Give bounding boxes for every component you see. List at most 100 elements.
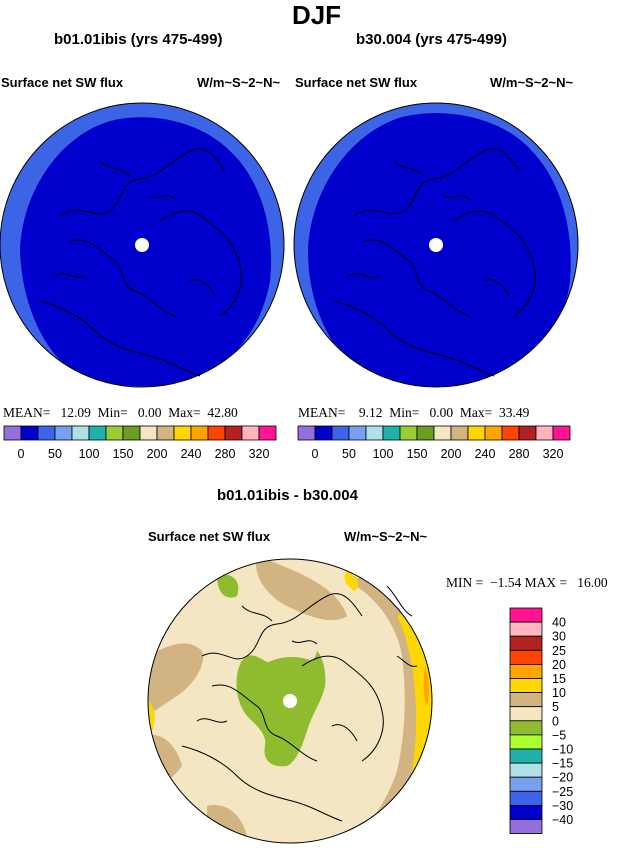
left-colorbar: 0 50 100 150 200 240 280 320 (3, 425, 277, 461)
colorbar-swatch (509, 720, 543, 736)
colorbar-swatch (365, 425, 384, 441)
colorbar-swatch (258, 425, 277, 441)
colorbar-swatch (105, 425, 124, 441)
colorbar-swatch (416, 425, 435, 441)
diff-variable-label: Surface net SW flux (148, 529, 271, 544)
colorbar-tick-label: 0 (312, 447, 319, 461)
colorbar-tick-label: 20 (552, 658, 566, 672)
right-units-label: W/m~S~2~N~ (490, 75, 574, 90)
colorbar-tick-label: −5 (552, 728, 566, 742)
max-label: Max= (168, 405, 201, 420)
min-value: 0.00 (137, 405, 162, 420)
colorbar-swatch (509, 635, 543, 651)
colorbar-tick-label: 320 (543, 447, 564, 461)
colorbar-swatch (509, 621, 543, 637)
colorbar-swatch (156, 425, 175, 441)
colorbar-tick-label: −15 (552, 757, 573, 771)
colorbar-swatch (509, 649, 543, 665)
colorbar-tick-label: 320 (249, 447, 270, 461)
pole-hole (283, 694, 297, 708)
colorbar-swatch (509, 706, 543, 722)
colorbar-swatch (467, 425, 486, 441)
colorbar-swatch (509, 607, 543, 623)
diff-title: b01.01ibis - b30.004 (217, 487, 358, 504)
colorbar-swatch (54, 425, 73, 441)
colorbar-swatch (382, 425, 401, 441)
min-label: Min= (389, 405, 420, 420)
colorbar-swatch (331, 425, 350, 441)
colorbar-swatch (297, 425, 316, 441)
coastlines (39, 148, 242, 377)
colorbar-swatch (241, 425, 260, 441)
colorbar-swatch (71, 425, 90, 441)
min-label: Min= (97, 405, 128, 420)
coastlines (333, 148, 536, 377)
min-value: 0.00 (429, 405, 454, 420)
colorbar-swatch (122, 425, 141, 441)
colorbar-swatch (518, 425, 537, 441)
colorbar-tick-label: 150 (407, 447, 428, 461)
colorbar-tick-label: 240 (475, 447, 496, 461)
min-value: −1.54 (490, 575, 522, 590)
colorbar-tick-label: 200 (441, 447, 462, 461)
colorbar-swatch (509, 776, 543, 792)
page-title: DJF (291, 0, 342, 30)
colorbar-tick-label: 100 (79, 447, 100, 461)
colorbar-tick-label: −10 (552, 743, 573, 757)
colorbar-tick-label: 280 (215, 447, 236, 461)
colorbar-tick-label: 100 (373, 447, 394, 461)
diff-polar-map (147, 558, 433, 844)
colorbar-swatch (433, 425, 452, 441)
diff-orange-region (423, 666, 430, 706)
colorbar-tick-label: 0 (552, 714, 559, 728)
diff-tan-region (148, 643, 203, 716)
colorbar-swatch (509, 804, 543, 820)
colorbar-swatch (509, 664, 543, 679)
diff-green-region (217, 574, 239, 598)
colorbar-tick-label: −20 (552, 771, 573, 785)
left-case-title: b01.01ibis (yrs 475-499) (54, 31, 223, 48)
colorbar-swatch (509, 762, 543, 778)
right-stats: MEAN= 9.12 Min= 0.00 Max= 33.49 (298, 405, 529, 421)
colorbar-swatch (190, 425, 209, 441)
colorbar-tick-label: 150 (113, 447, 134, 461)
mean-value: 9.12 (358, 405, 383, 420)
diff-stats: MIN = −1.54 MAX = 16.00 (446, 575, 608, 591)
map-ocean-field (20, 117, 272, 387)
max-label: MAX = (524, 575, 568, 590)
colorbar-swatch (509, 748, 543, 764)
pole-hole (429, 238, 443, 252)
colorbar-tick-label: −40 (552, 813, 573, 827)
colorbar-tick-label: 0 (18, 447, 25, 461)
colorbar-swatch (450, 425, 469, 441)
colorbar-swatch (37, 425, 56, 441)
left-polar-map (0, 102, 285, 388)
left-units-label: W/m~S~2~N~ (197, 75, 281, 90)
mean-label: MEAN= (298, 405, 346, 420)
colorbar-swatch (509, 678, 543, 694)
colorbar-swatch (314, 425, 333, 441)
right-variable-label: Surface net SW flux (295, 75, 418, 90)
colorbar-tick-label: 280 (509, 447, 530, 461)
colorbar-tick-label: −25 (552, 785, 573, 799)
colorbar-swatch (173, 425, 192, 441)
colorbar-swatch (348, 425, 367, 441)
colorbar-tick-label: 50 (48, 447, 62, 461)
colorbar-swatch (509, 819, 543, 835)
coastlines (181, 585, 418, 822)
colorbar-swatch (509, 790, 543, 806)
colorbar-tick-label: 50 (342, 447, 356, 461)
colorbar-tick-label: 240 (181, 447, 202, 461)
max-value: 16.00 (577, 575, 608, 590)
colorbar-swatch (552, 425, 571, 441)
map-ocean-field (308, 113, 571, 387)
diff-green-region (236, 651, 326, 767)
colorbar-tick-label: 15 (552, 672, 566, 686)
colorbar-tick-label: 10 (552, 686, 566, 700)
colorbar-tick-label: −30 (552, 799, 573, 813)
colorbar-swatch (501, 425, 520, 441)
right-case-title: b30.004 (yrs 475-499) (356, 31, 507, 48)
max-value: 42.80 (207, 405, 238, 420)
right-colorbar: 0 50 100 150 200 240 280 320 (297, 425, 571, 461)
